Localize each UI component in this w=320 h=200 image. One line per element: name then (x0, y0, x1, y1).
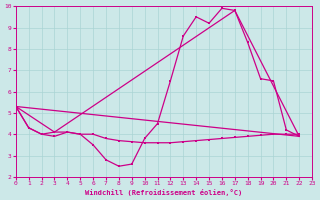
X-axis label: Windchill (Refroidissement éolien,°C): Windchill (Refroidissement éolien,°C) (85, 189, 243, 196)
